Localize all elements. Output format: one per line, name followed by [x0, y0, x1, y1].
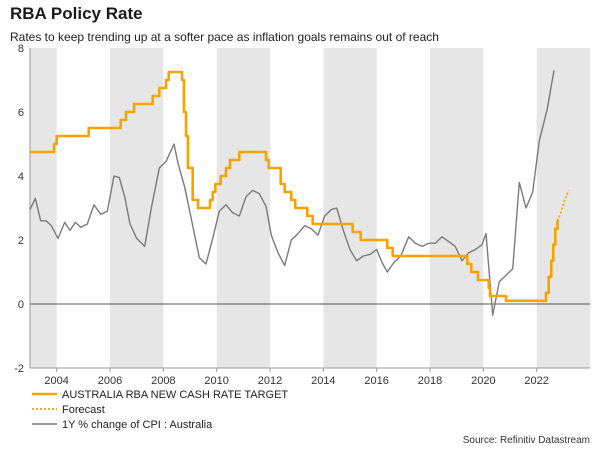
shaded-band-2: [216, 48, 270, 368]
series-line-0: [30, 70, 559, 303]
y-tick-label: 0: [18, 299, 24, 311]
x-tick-label: 2022: [524, 375, 548, 387]
y-tick-label: -2: [14, 363, 24, 375]
shaded-band-3: [323, 48, 377, 368]
y-tick-label: 2: [18, 235, 24, 247]
chart-title: RBA Policy Rate: [10, 4, 143, 23]
legend-label-0: AUSTRALIA RBA NEW CASH RATE TARGET: [62, 389, 288, 401]
y-tick-label: 8: [18, 43, 24, 55]
chart-subtitle: Rates to keep trending up at a softer pa…: [10, 30, 439, 44]
x-tick-label: 2014: [311, 375, 335, 387]
legend: AUSTRALIA RBA NEW CASH RATE TARGET Foreca…: [32, 389, 288, 431]
x-tick-label: 2012: [258, 375, 282, 387]
x-tick-label: 2016: [364, 375, 388, 387]
x-tick-label: 2008: [151, 375, 175, 387]
legend-label-2: 1Y % change of CPI : Australia: [62, 419, 213, 431]
shaded-band-1: [110, 48, 164, 368]
shaded-band-5: [536, 48, 590, 368]
y-tick-label: 4: [18, 171, 24, 183]
shaded-band-4: [430, 48, 484, 368]
x-axis-ticks: 2004 2006 2008 2010 2012 2014 2016 2018 2020 2022: [44, 368, 549, 387]
x-tick-label: 2006: [98, 375, 122, 387]
x-tick-label: 2020: [471, 375, 495, 387]
x-tick-label: 2010: [204, 375, 228, 387]
x-tick-label: 2018: [418, 375, 442, 387]
series-line-1: [556, 190, 570, 222]
shaded-band-0: [30, 48, 57, 368]
legend-label-1: Forecast: [62, 404, 105, 416]
x-tick-label: 2004: [44, 375, 68, 387]
y-axis-ticks: -2 0 2 4 6 8: [14, 43, 24, 375]
series-lines: [29, 70, 570, 316]
source-note: Source: Refinitiv Datastream: [462, 435, 590, 446]
y-tick-label: 6: [18, 107, 24, 119]
shaded-bands: [30, 48, 590, 368]
